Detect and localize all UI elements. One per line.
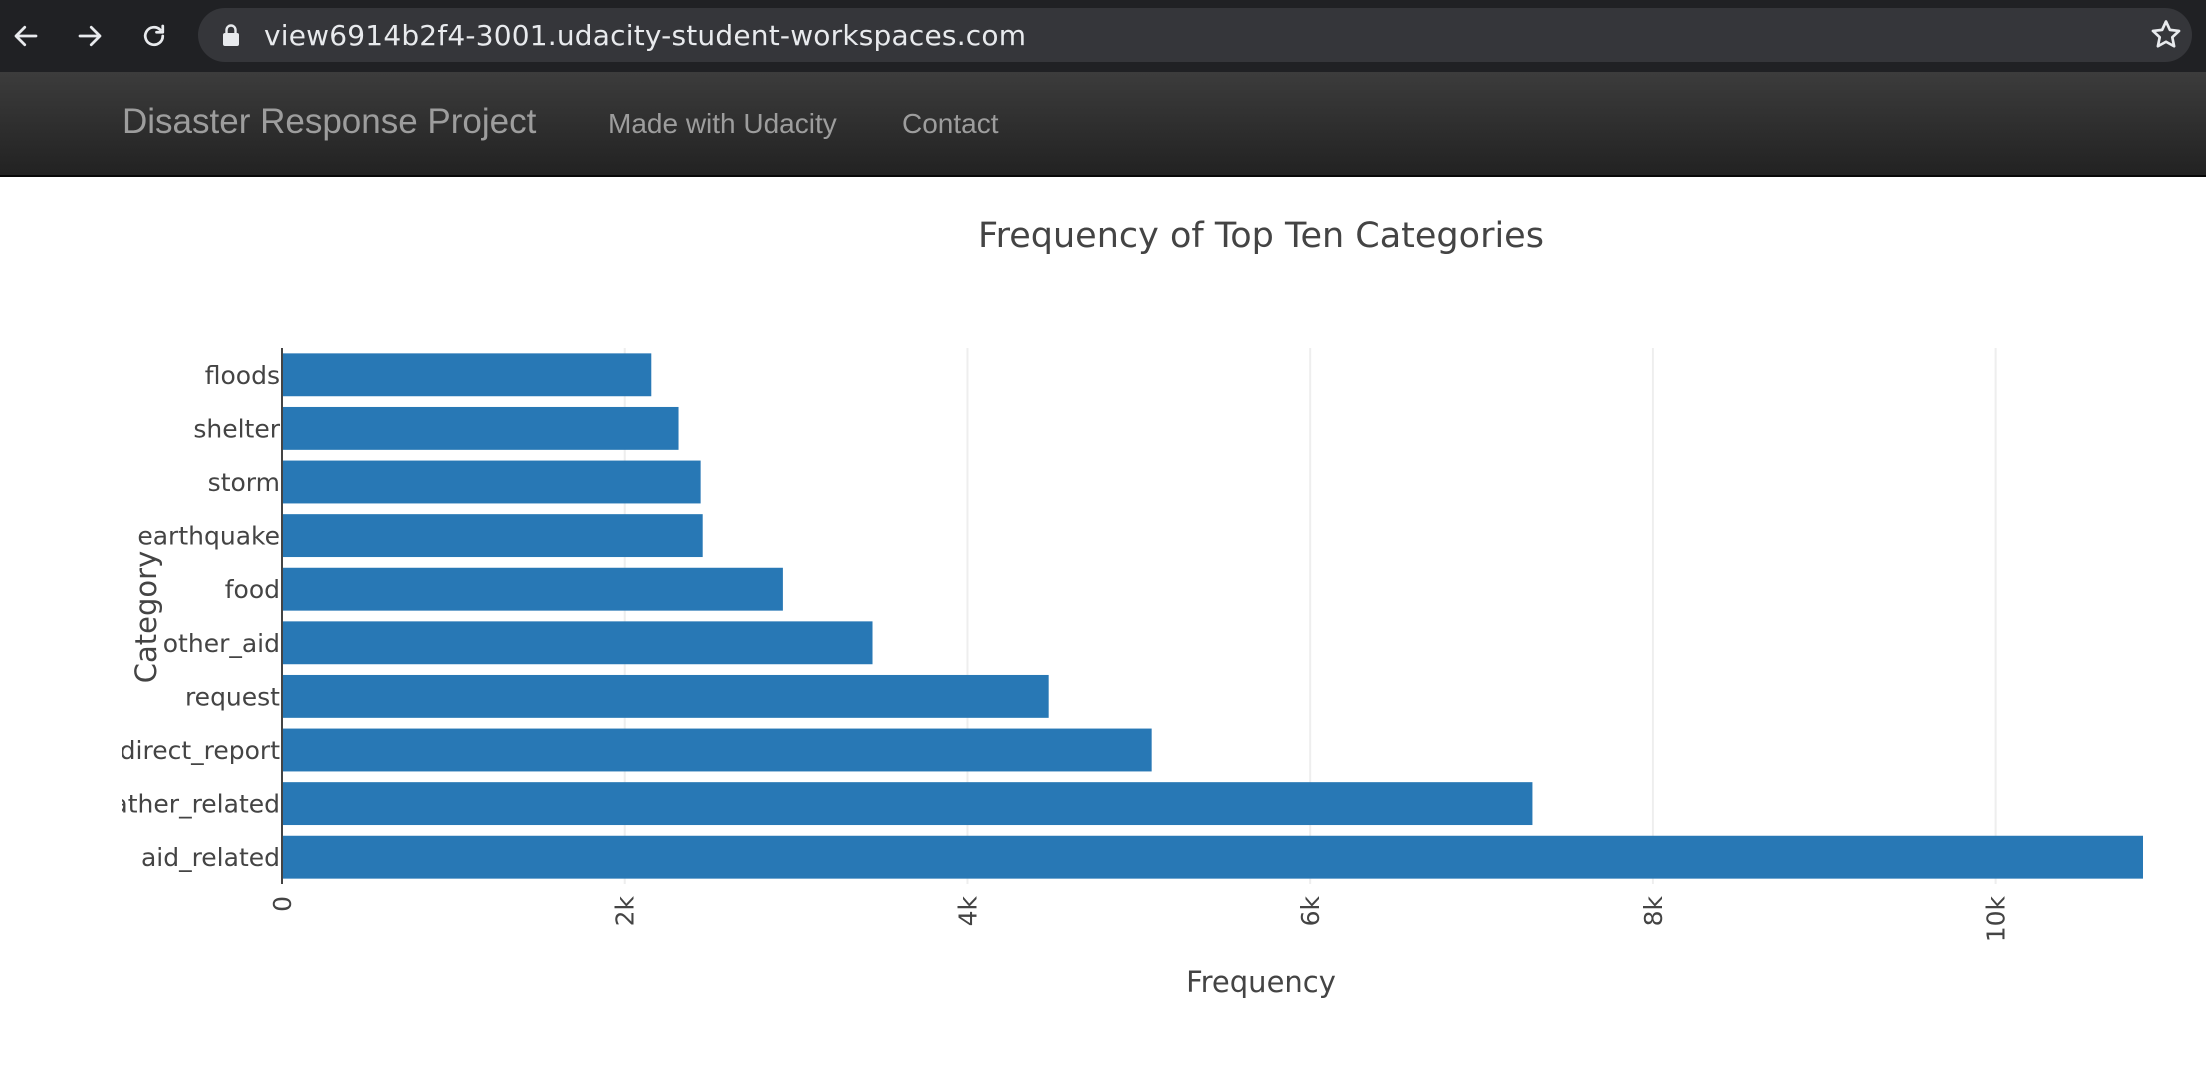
bar-aid_related[interactable] [282,835,2143,879]
y-tick-label-request: request [185,682,280,711]
address-bar[interactable]: view6914b2f4-3001.udacity-student-worksp… [198,8,2192,62]
y-tick-label-direct_report: direct_report [120,736,281,765]
bar-other_aid[interactable] [282,621,873,665]
bar-weather_related[interactable] [282,782,1533,826]
x-tick-label: 8k [1639,895,1668,926]
chart-title: Frequency of Top Ten Categories [978,216,1544,256]
y-tick-label-earthquake: earthquake [137,522,280,551]
y-tick-label-aid_related: aid_related [141,843,280,872]
y-axis-title: Category [129,551,163,683]
chart-container: Frequency of Top Ten Categories aid_rela… [0,177,2206,1070]
bar-chart: Frequency of Top Ten Categories aid_rela… [77,216,2143,999]
site-navbar: Disaster Response Project Made with Udac… [0,72,2206,177]
x-tick-label: 10k [1982,895,2011,942]
nav-link-made-with-udacity[interactable]: Made with Udacity [608,108,837,139]
lock-icon[interactable] [222,23,240,47]
y-tick-label-other_aid: other_aid [163,629,280,658]
bar-floods[interactable] [282,353,652,397]
x-tick-label: 2k [611,895,640,926]
bar-food[interactable] [282,567,783,611]
bar-storm[interactable] [282,460,701,504]
reload-icon [143,24,165,47]
forward-arrow-icon [78,25,102,47]
back-arrow-icon [14,25,38,47]
y-tick-label-food: food [225,575,280,604]
y-tick-label-weather_related: weather_related [77,790,280,819]
x-tick-labels: 0 2k 4k 6k 8k 10k [268,895,2011,942]
url-text[interactable]: view6914b2f4-3001.udacity-student-worksp… [264,19,1027,52]
reload-button[interactable] [134,14,174,58]
x-tick-label: 0 [268,896,297,912]
x-axis-title: Frequency [1186,965,1336,999]
forward-button[interactable] [70,14,110,58]
y-tick-label-storm: storm [208,468,280,497]
bars [282,353,2143,879]
bar-shelter[interactable] [282,406,679,450]
y-tick-label-floods: floods [205,361,280,390]
browser-toolbar: view6914b2f4-3001.udacity-student-worksp… [0,0,2206,72]
y-tick-labels: aid_related weather_related direct_report r… [77,361,281,872]
nav-link-contact[interactable]: Contact [902,108,999,139]
x-tick-label: 6k [1296,895,1325,926]
navbar-brand[interactable]: Disaster Response Project [122,102,537,141]
x-tick-label: 4k [953,895,982,926]
star-icon[interactable] [2148,17,2184,53]
bar-direct_report[interactable] [282,728,1152,772]
back-button[interactable] [6,14,46,58]
bar-earthquake[interactable] [282,514,703,558]
bar-request[interactable] [282,674,1049,718]
y-tick-label-shelter: shelter [193,414,280,443]
